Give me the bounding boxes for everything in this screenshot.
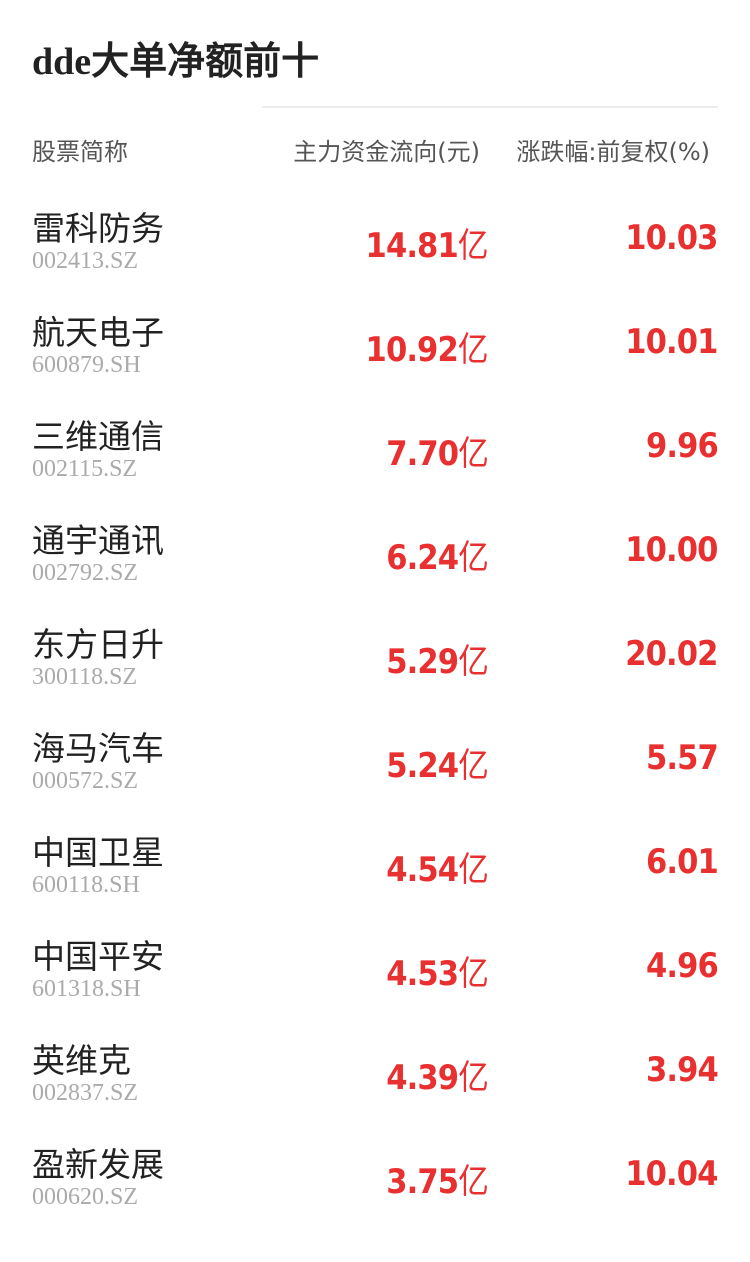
column-header-change[interactable]: 涨跌幅:前复权(%) bbox=[516, 138, 710, 166]
main-fund-flow: 4.39亿 bbox=[386, 1050, 489, 1099]
flow-value: 4.39 bbox=[386, 1058, 459, 1098]
table-row[interactable]: 英维克 002837.SZ 4.39亿 3.94 bbox=[0, 1022, 750, 1126]
flow-unit: 亿 bbox=[458, 1162, 489, 1202]
stock-name: 航天电子 bbox=[32, 313, 164, 352]
flow-unit: 亿 bbox=[458, 954, 489, 994]
table-row[interactable]: 三维通信 002115.SZ 7.70亿 9.96 bbox=[0, 398, 750, 502]
price-change: 10.04 bbox=[625, 1154, 719, 1194]
flow-value: 3.75 bbox=[386, 1162, 459, 1202]
stock-name: 通宇通讯 bbox=[32, 521, 164, 560]
table-row[interactable]: 东方日升 300118.SZ 5.29亿 20.02 bbox=[0, 606, 750, 710]
stock-code: 000572.SZ bbox=[32, 768, 139, 794]
stock-code: 000620.SZ bbox=[32, 1184, 139, 1210]
stock-name: 中国卫星 bbox=[32, 833, 164, 872]
stock-name: 三维通信 bbox=[32, 417, 164, 456]
flow-value: 4.54 bbox=[386, 850, 459, 890]
price-change: 5.57 bbox=[646, 738, 719, 778]
stock-code: 002837.SZ bbox=[32, 1080, 139, 1106]
price-change: 20.02 bbox=[625, 634, 719, 674]
table-row[interactable]: 通宇通讯 002792.SZ 6.24亿 10.00 bbox=[0, 502, 750, 606]
flow-value: 5.24 bbox=[386, 746, 459, 786]
flow-unit: 亿 bbox=[458, 434, 489, 474]
flow-value: 10.92 bbox=[366, 330, 459, 370]
stock-name: 东方日升 bbox=[32, 625, 164, 664]
stock-name: 盈新发展 bbox=[32, 1145, 164, 1184]
price-change: 4.96 bbox=[646, 946, 719, 986]
main-fund-flow: 5.24亿 bbox=[386, 738, 489, 787]
price-change: 9.96 bbox=[646, 426, 719, 466]
flow-unit: 亿 bbox=[458, 642, 489, 682]
main-fund-flow: 4.53亿 bbox=[386, 946, 489, 995]
stock-code: 002115.SZ bbox=[32, 456, 138, 482]
flow-value: 7.70 bbox=[386, 434, 459, 474]
table-row[interactable]: 中国卫星 600118.SH 4.54亿 6.01 bbox=[0, 814, 750, 918]
main-fund-flow: 14.81亿 bbox=[366, 218, 489, 267]
stock-name: 雷科防务 bbox=[32, 209, 164, 248]
table-row[interactable]: 中国平安 601318.SH 4.53亿 4.96 bbox=[0, 918, 750, 1022]
table-row[interactable]: 航天电子 600879.SH 10.92亿 10.01 bbox=[0, 294, 750, 398]
main-fund-flow: 7.70亿 bbox=[386, 426, 489, 475]
flow-unit: 亿 bbox=[458, 1058, 489, 1098]
flow-value: 14.81 bbox=[366, 226, 459, 266]
main-fund-flow: 6.24亿 bbox=[386, 530, 489, 579]
flow-unit: 亿 bbox=[458, 850, 489, 890]
main-fund-flow: 4.54亿 bbox=[386, 842, 489, 891]
main-fund-flow: 5.29亿 bbox=[386, 634, 489, 683]
header-divider bbox=[262, 106, 718, 108]
stock-code: 601318.SH bbox=[32, 976, 141, 1002]
flow-value: 6.24 bbox=[386, 538, 459, 578]
stock-name: 英维克 bbox=[32, 1041, 131, 1080]
price-change: 6.01 bbox=[646, 842, 719, 882]
stock-code: 600879.SH bbox=[32, 352, 141, 378]
column-header-flow[interactable]: 主力资金流向(元) bbox=[293, 138, 480, 166]
price-change: 10.01 bbox=[625, 322, 719, 362]
flow-unit: 亿 bbox=[458, 538, 489, 578]
stock-code: 002792.SZ bbox=[32, 560, 139, 586]
stock-code: 002413.SZ bbox=[32, 248, 139, 274]
main-fund-flow: 10.92亿 bbox=[366, 322, 489, 371]
stock-name: 海马汽车 bbox=[32, 729, 164, 768]
table-row[interactable]: 雷科防务 002413.SZ 14.81亿 10.03 bbox=[0, 190, 750, 294]
table-row[interactable]: 盈新发展 000620.SZ 3.75亿 10.04 bbox=[0, 1126, 750, 1230]
table-row[interactable]: 海马汽车 000572.SZ 5.24亿 5.57 bbox=[0, 710, 750, 814]
flow-value: 5.29 bbox=[386, 642, 459, 682]
flow-unit: 亿 bbox=[458, 330, 489, 370]
stock-code: 600118.SH bbox=[32, 872, 140, 898]
flow-value: 4.53 bbox=[386, 954, 459, 994]
price-change: 10.03 bbox=[625, 218, 719, 258]
column-header-name[interactable]: 股票简称 bbox=[32, 138, 128, 166]
flow-unit: 亿 bbox=[458, 226, 489, 266]
page-title: dde大单净额前十 bbox=[32, 41, 320, 83]
stock-code: 300118.SZ bbox=[32, 664, 138, 690]
price-change: 3.94 bbox=[646, 1050, 719, 1090]
flow-unit: 亿 bbox=[458, 746, 489, 786]
stock-name: 中国平安 bbox=[32, 937, 164, 976]
price-change: 10.00 bbox=[625, 530, 719, 570]
main-fund-flow: 3.75亿 bbox=[386, 1154, 489, 1203]
